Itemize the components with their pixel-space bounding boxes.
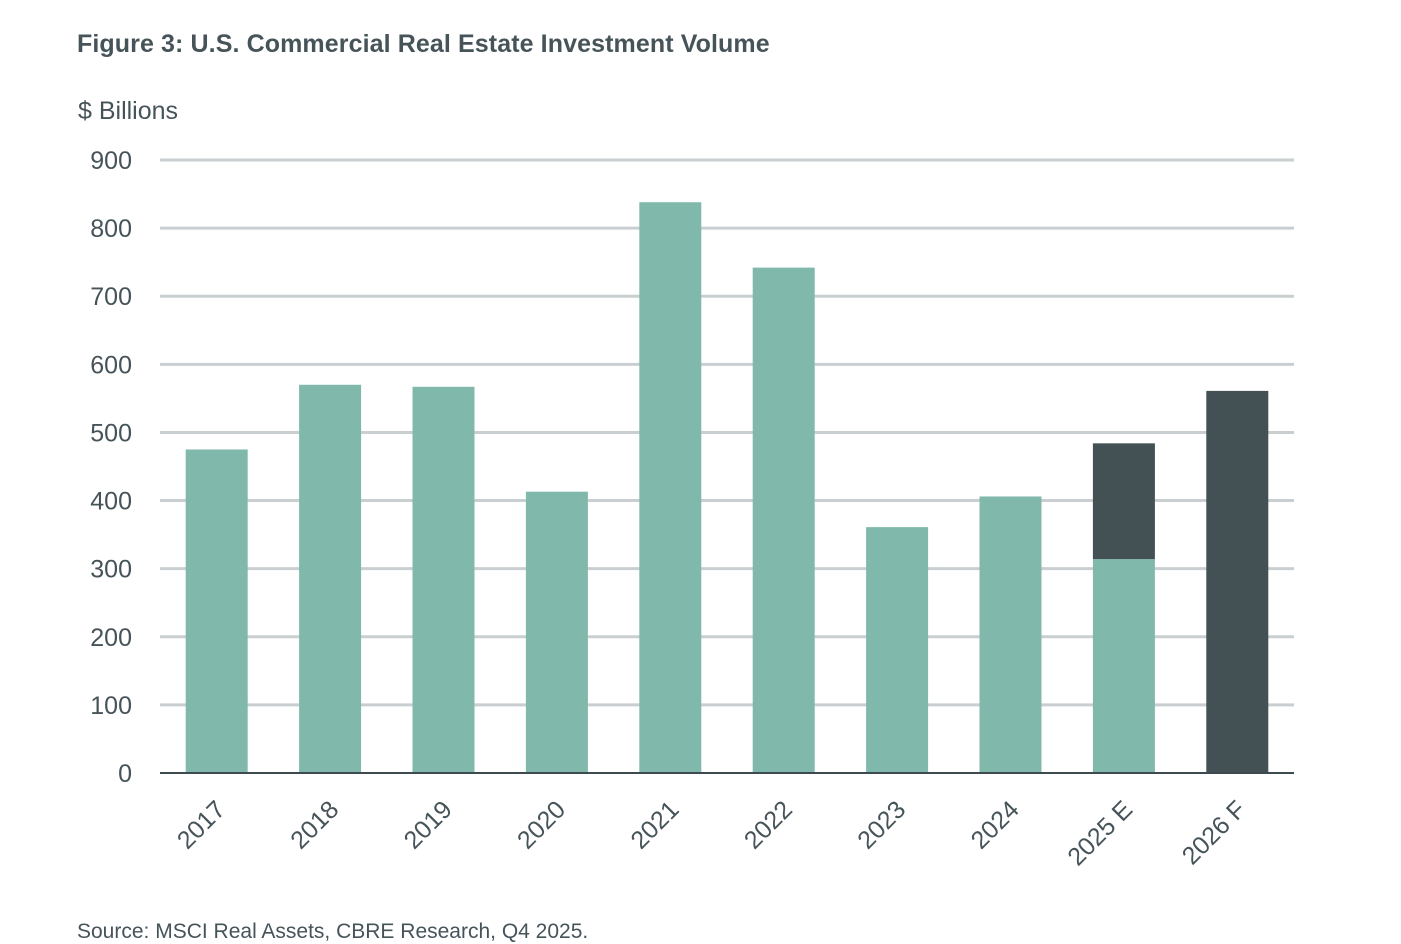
bar-2018-series-1 bbox=[299, 384, 362, 773]
x-tick-label: 2019 bbox=[399, 795, 458, 854]
bar-2017-series-1 bbox=[185, 449, 248, 773]
bar-2026-f-series-2 bbox=[1206, 390, 1269, 773]
y-tick-label: 400 bbox=[90, 488, 132, 516]
x-tick-label: 2025 E bbox=[1062, 795, 1138, 871]
y-tick-label: 600 bbox=[90, 351, 132, 379]
bar-2024-series-1 bbox=[979, 496, 1042, 773]
bar-2023-series-1 bbox=[866, 527, 929, 773]
bar-2025-e-series-1 bbox=[1092, 559, 1155, 773]
x-tick-label: 2017 bbox=[172, 795, 231, 854]
x-tick-label: 2021 bbox=[625, 795, 684, 854]
x-tick-label: 2026 F bbox=[1177, 795, 1252, 870]
x-tick-label: 2018 bbox=[285, 795, 344, 854]
bar-2025-e-series-2 bbox=[1092, 443, 1155, 560]
y-tick-label: 900 bbox=[90, 147, 132, 175]
bar-2020-series-1 bbox=[525, 491, 588, 773]
y-tick-label: 700 bbox=[90, 283, 132, 311]
chart-title: Figure 3: U.S. Commercial Real Estate In… bbox=[77, 30, 770, 58]
bar-2021-series-1 bbox=[639, 202, 702, 773]
source-note: Source: MSCI Real Assets, CBRE Research,… bbox=[77, 920, 589, 943]
x-tick-label: 2023 bbox=[852, 795, 911, 854]
x-tick-label: 2020 bbox=[512, 795, 571, 854]
y-tick-label: 300 bbox=[90, 556, 132, 584]
y-axis-unit-label: $ Billions bbox=[78, 97, 179, 125]
bar-2022-series-1 bbox=[752, 267, 815, 773]
bars bbox=[185, 202, 1269, 773]
y-tick-label: 0 bbox=[118, 760, 132, 788]
y-tick-label: 500 bbox=[90, 419, 132, 447]
y-tick-label: 100 bbox=[90, 692, 132, 720]
y-tick-label: 800 bbox=[90, 215, 132, 243]
x-tick-label: 2022 bbox=[739, 795, 798, 854]
x-tick-label: 2024 bbox=[966, 795, 1025, 854]
y-tick-label: 200 bbox=[90, 624, 132, 652]
bar-2019-series-1 bbox=[412, 386, 475, 773]
